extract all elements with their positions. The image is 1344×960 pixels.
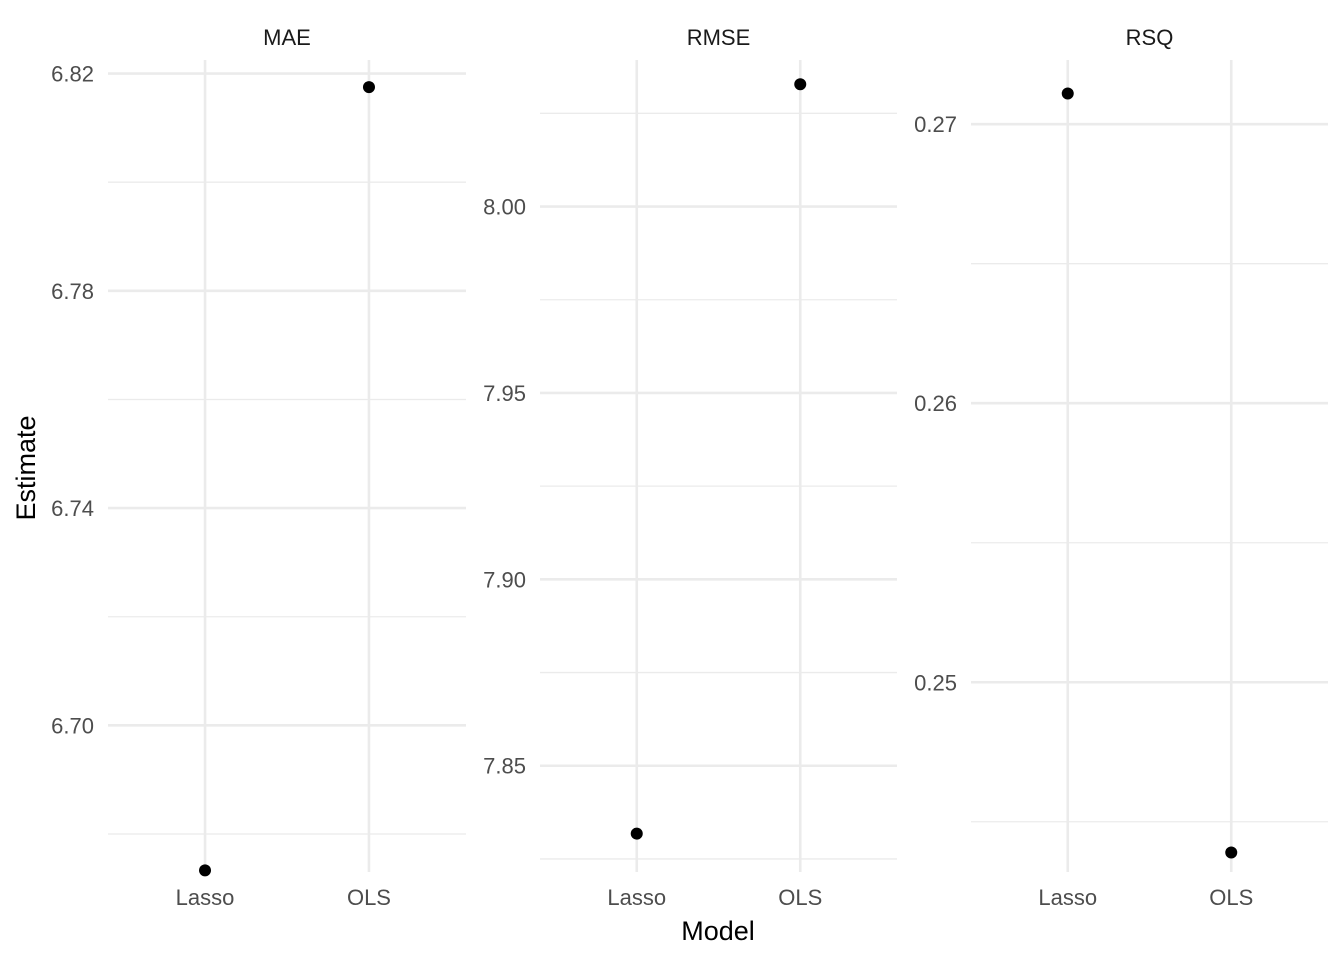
y-tick-label: 7.95 [483, 381, 526, 406]
facet-panel-rsq: 0.25 0.26 0.27 Lasso OLS RSQ [914, 25, 1328, 910]
y-axis-title: Estimate [11, 415, 41, 520]
facet-title: RSQ [1126, 25, 1174, 50]
facet-title: RMSE [687, 25, 751, 50]
y-tick-label: 8.00 [483, 195, 526, 220]
y-tick-label: 6.74 [51, 496, 94, 521]
y-tick-label: 6.70 [51, 713, 94, 738]
x-tick-label: OLS [1209, 885, 1253, 910]
y-tick-label: 7.85 [483, 754, 526, 779]
data-point-lasso [630, 827, 643, 840]
facet-panels: 6.70 6.74 6.78 6.82 Lasso OLS MAE 7.85 7.90 7.95 8… [51, 25, 1328, 910]
facet-panel-rmse: 7.85 7.90 7.95 8.00 Lasso OLS RMSE [483, 25, 897, 910]
y-tick-label: 6.82 [51, 62, 94, 87]
y-tick-label: 7.90 [483, 567, 526, 592]
x-axis-title: Model [681, 916, 755, 946]
x-tick-label: OLS [778, 885, 822, 910]
y-tick-label: 0.27 [914, 112, 957, 137]
x-tick-label: Lasso [1038, 885, 1097, 910]
y-tick-label: 6.78 [51, 279, 94, 304]
facet-title: MAE [263, 25, 311, 50]
data-point-lasso [1061, 87, 1074, 100]
x-tick-label: OLS [347, 885, 391, 910]
y-tick-label: 0.25 [914, 670, 957, 695]
data-point-ols [1225, 846, 1238, 859]
y-tick-label: 0.26 [914, 391, 957, 416]
x-tick-label: Lasso [176, 885, 235, 910]
facet-panel-mae: 6.70 6.74 6.78 6.82 Lasso OLS MAE [51, 25, 466, 910]
data-point-lasso [199, 864, 212, 877]
data-point-ols [794, 78, 807, 91]
data-point-ols [362, 81, 375, 94]
x-tick-label: Lasso [607, 885, 666, 910]
